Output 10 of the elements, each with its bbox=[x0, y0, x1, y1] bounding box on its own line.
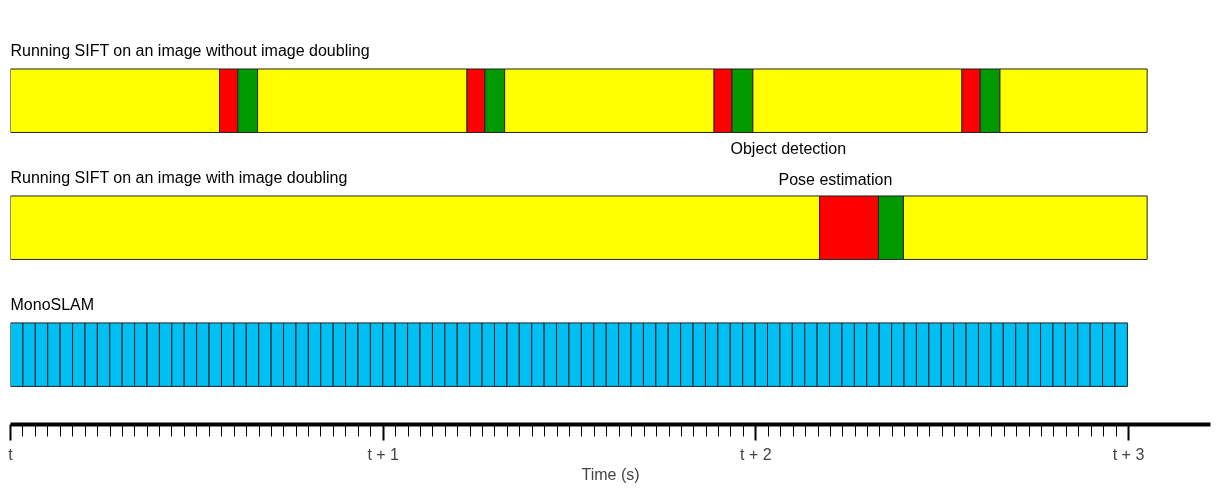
annotation: Pose estimation bbox=[778, 170, 893, 188]
annotation: Object detection bbox=[730, 140, 847, 158]
x-tick-label: t bbox=[8, 445, 14, 463]
x-tick-label: t + 1 bbox=[367, 445, 400, 463]
y-tick-label: MonoSLAM bbox=[10, 295, 95, 313]
x-axis-title: Time (s) bbox=[581, 465, 640, 483]
x-tick-label: t + 2 bbox=[740, 445, 772, 463]
y-tick-label: Running SIFT on an image with image doubling bbox=[10, 168, 348, 186]
y-tick-label: Running SIFT on an image without image doubling bbox=[10, 41, 370, 59]
x-tick-label: t + 3 bbox=[1112, 445, 1145, 463]
